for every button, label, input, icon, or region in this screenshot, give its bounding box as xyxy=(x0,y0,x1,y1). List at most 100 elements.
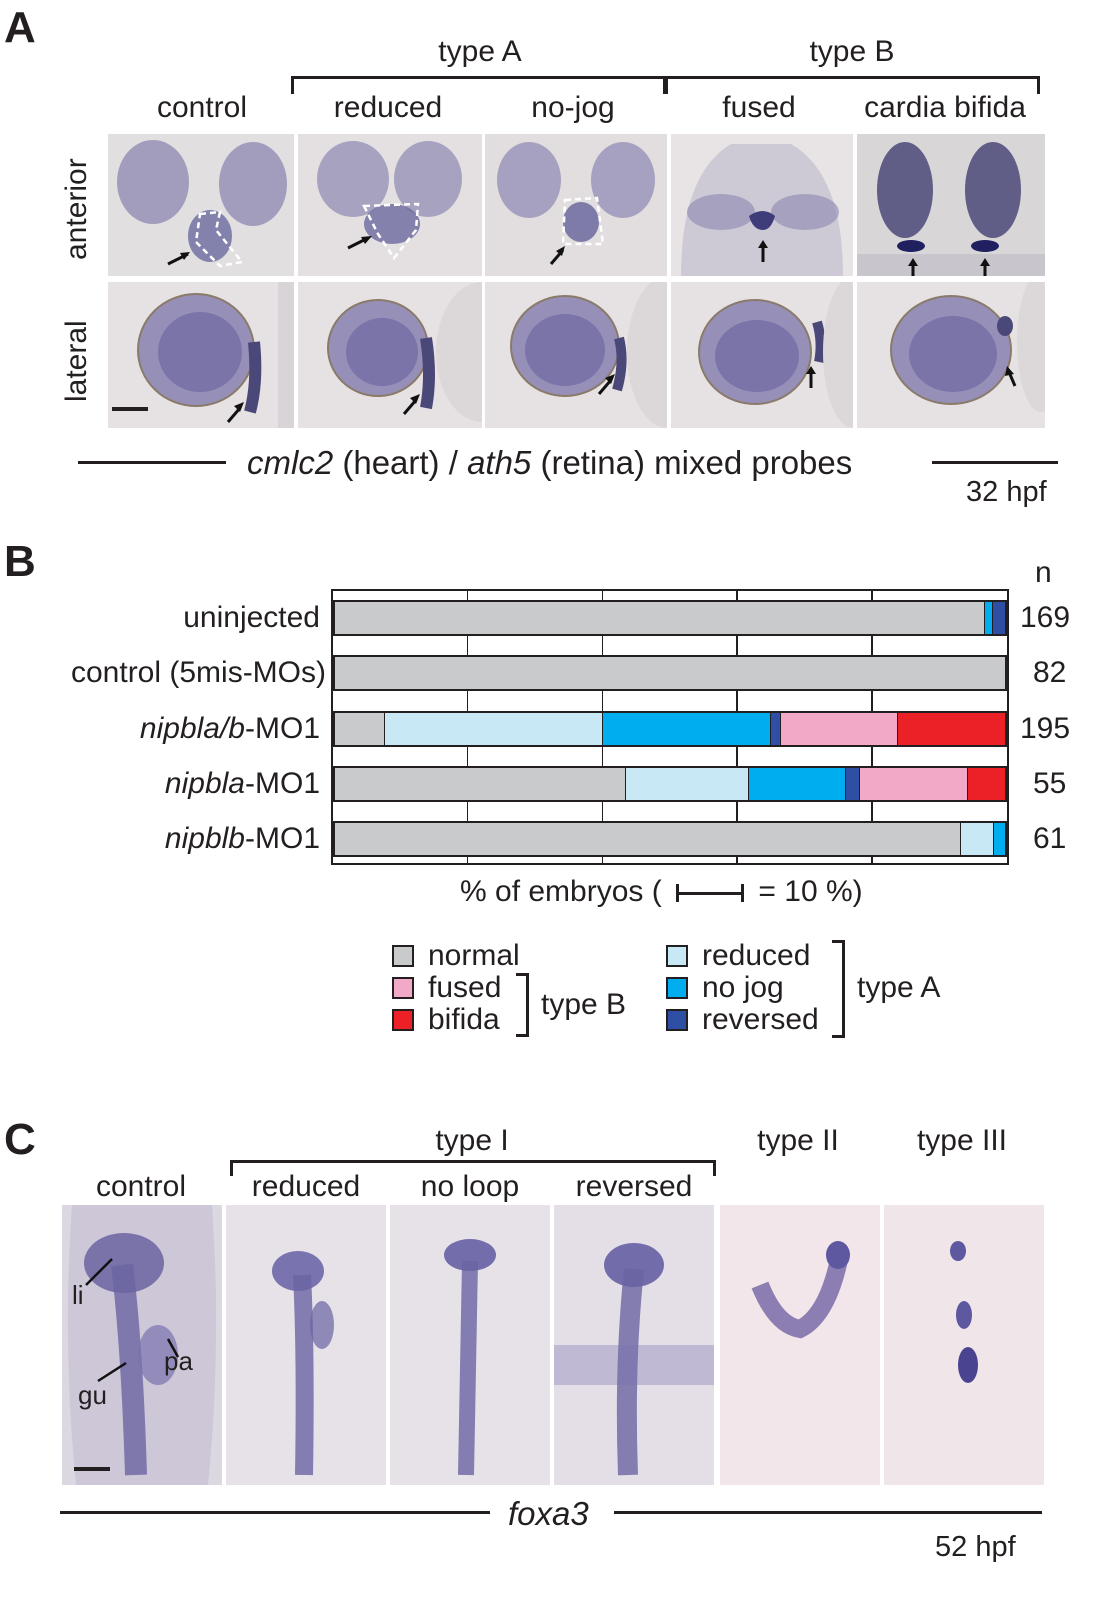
row-label-plain: -MO1 xyxy=(245,767,320,800)
bar-segment-no-jog xyxy=(603,713,771,745)
row-label-plain: -MO1 xyxy=(245,712,320,745)
image-c-type-iii xyxy=(884,1205,1044,1485)
type-a-bracket-top xyxy=(832,940,844,943)
bar-row xyxy=(333,766,1007,802)
bracket-tick-right xyxy=(1037,76,1040,94)
n-value: 55 xyxy=(1033,767,1067,800)
caption-c: foxa3 xyxy=(508,1497,589,1530)
type-i-bracket-line xyxy=(230,1160,716,1163)
type-iii-label: type III xyxy=(916,1124,1008,1157)
col-c-control: control xyxy=(95,1170,187,1203)
row-label-nipblb: nipblb-MO1 xyxy=(0,824,320,854)
gene-ath5: ath5 xyxy=(467,444,532,481)
legend-label-bifida: bifida xyxy=(428,1003,500,1036)
row-label-plain: uninjected xyxy=(183,601,320,634)
row-label-anterior: anterior xyxy=(60,158,93,260)
col-label-reduced: reduced xyxy=(333,91,443,124)
scale-key-bar xyxy=(676,884,745,903)
type-a-bracket-bottom xyxy=(832,1035,844,1038)
row-label-italic: nipblb xyxy=(164,822,245,855)
x-label-prefix: % of embryos ( xyxy=(460,875,662,908)
row-label-italic: nipbla/b xyxy=(139,712,245,745)
col-c-reversed: reversed xyxy=(575,1170,693,1203)
image-c-no-loop xyxy=(390,1205,550,1485)
legend-label-reversed: reversed xyxy=(702,1003,819,1036)
bar-segment-reduced xyxy=(626,768,750,800)
bar-segment-fused xyxy=(780,713,898,745)
panel-letter-a: A xyxy=(4,3,36,52)
n-value: 61 xyxy=(1033,822,1067,855)
image-c-control xyxy=(62,1205,222,1485)
legend-swatch-reduced xyxy=(666,945,688,967)
col-label-cardia-bifida: cardia bifida xyxy=(864,91,1026,124)
image-lateral-reduced xyxy=(298,282,482,428)
bar-segment-bifida xyxy=(968,768,1005,800)
legend-type-a: type A xyxy=(857,971,941,1004)
caption-a-mid2: (retina) mixed probes xyxy=(531,444,853,481)
image-c-reversed xyxy=(554,1205,714,1485)
bracket-tick-mid xyxy=(663,76,668,94)
row-label-uninjected: uninjected xyxy=(0,603,320,633)
row-label-nipbla-b: nipbla/b-MO1 xyxy=(0,714,320,744)
col-label-no-jog: no-jog xyxy=(531,91,615,124)
bar-segment-normal xyxy=(335,823,962,855)
image-lateral-no-jog xyxy=(485,282,667,428)
image-anterior-no-jog xyxy=(485,134,667,276)
caption-line-right-a xyxy=(932,461,1058,464)
row-label-nipbla: nipbla-MO1 xyxy=(0,769,320,799)
bar-segment-bifida xyxy=(897,713,1005,745)
type-i-tick-right xyxy=(713,1160,716,1176)
col-label-fused: fused xyxy=(722,91,796,124)
col-c-reduced: reduced xyxy=(251,1170,361,1203)
caption-a-mid1: (heart) / xyxy=(333,444,468,481)
stage-c: 52 hpf xyxy=(935,1531,1016,1563)
x-label-suffix: = 10 %) xyxy=(758,875,863,908)
row-label-plain: control (5mis-MOs) xyxy=(70,656,326,689)
bar-segment-reversed xyxy=(992,602,1005,634)
legend-label-fused: fused xyxy=(428,971,502,1004)
caption-line-left-c xyxy=(60,1511,490,1514)
bar-row xyxy=(333,655,1007,691)
type-ii-label: type II xyxy=(757,1124,839,1157)
row-label-plain: -MO1 xyxy=(245,822,320,855)
image-c-reduced xyxy=(226,1205,386,1485)
caption-line-left-a xyxy=(78,461,226,464)
x-axis-label: % of embryos ( = 10 %) xyxy=(460,877,863,907)
bar-segment-normal xyxy=(335,602,985,634)
legend-swatch-reversed xyxy=(666,1009,688,1031)
type-a-label: type A xyxy=(438,35,522,68)
gene-foxa3: foxa3 xyxy=(508,1495,589,1532)
legend-swatch-bifida xyxy=(392,1009,414,1031)
type-b-label: type B xyxy=(809,35,895,68)
image-anterior-reduced xyxy=(298,134,482,276)
scale-bar-c xyxy=(74,1467,110,1471)
row-label-italic: nipbla xyxy=(164,767,245,800)
bar-segment-normal xyxy=(335,713,386,745)
bar-segment-normal xyxy=(335,657,1005,689)
bar-row xyxy=(333,711,1007,747)
image-lateral-fused xyxy=(671,282,853,428)
legend-swatch-normal xyxy=(392,945,414,967)
panel-letter-c: C xyxy=(4,1115,36,1164)
image-anterior-cardia-bifida xyxy=(857,134,1045,276)
type-a-bracket xyxy=(842,940,845,1038)
n-value: 195 xyxy=(1020,712,1071,745)
bar-segment-reduced xyxy=(961,823,995,855)
bar-row xyxy=(333,600,1007,636)
legend-swatch-no-jog xyxy=(666,977,688,999)
image-c-type-ii xyxy=(720,1205,880,1485)
type-b-bracket xyxy=(526,973,529,1037)
gene-cmlc2: cmlc2 xyxy=(247,444,334,481)
type-i-label: type I xyxy=(435,1124,509,1157)
legend-label-reduced: reduced xyxy=(702,939,811,972)
row-label-lateral: lateral xyxy=(60,320,93,402)
col-c-no-loop: no loop xyxy=(420,1170,520,1203)
annotation-gu: gu xyxy=(78,1380,107,1410)
image-anterior-control xyxy=(108,134,294,276)
col-label-control: control xyxy=(156,91,248,124)
bar-segment-no-jog xyxy=(994,823,1005,855)
n-value: 82 xyxy=(1033,656,1067,689)
type-b-bracket-bottom xyxy=(516,1034,528,1037)
n-value: 169 xyxy=(1020,601,1071,634)
image-anterior-fused xyxy=(671,134,853,276)
